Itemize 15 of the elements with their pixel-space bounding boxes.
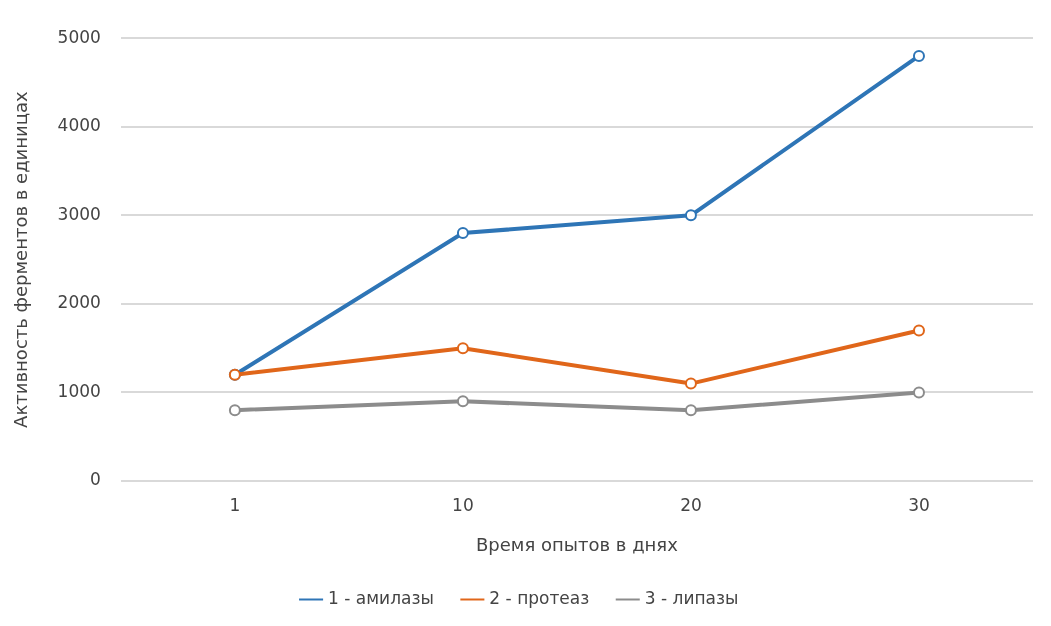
legend-label: 3 - липазы [644, 587, 739, 608]
legend-label: 2 - протеаз [489, 587, 590, 608]
y-tick-label: 1000 [57, 380, 101, 401]
x-tick-label: 30 [908, 494, 930, 515]
x-axis-title: Время опытов в днях [476, 533, 679, 555]
legend-label: 1 - амилазы [328, 587, 434, 608]
y-tick-label: 3000 [57, 203, 101, 224]
y-tick-label: 5000 [57, 26, 101, 47]
y-tick-label: 4000 [57, 115, 101, 136]
y-tick-label: 0 [90, 469, 101, 490]
y-axis-title: Активность ферментов в единицах [10, 90, 32, 428]
x-tick-label: 1 [229, 494, 241, 515]
x-tick-label: 10 [452, 494, 474, 515]
x-tick-label: 20 [680, 494, 702, 515]
y-tick-label: 2000 [57, 292, 101, 313]
